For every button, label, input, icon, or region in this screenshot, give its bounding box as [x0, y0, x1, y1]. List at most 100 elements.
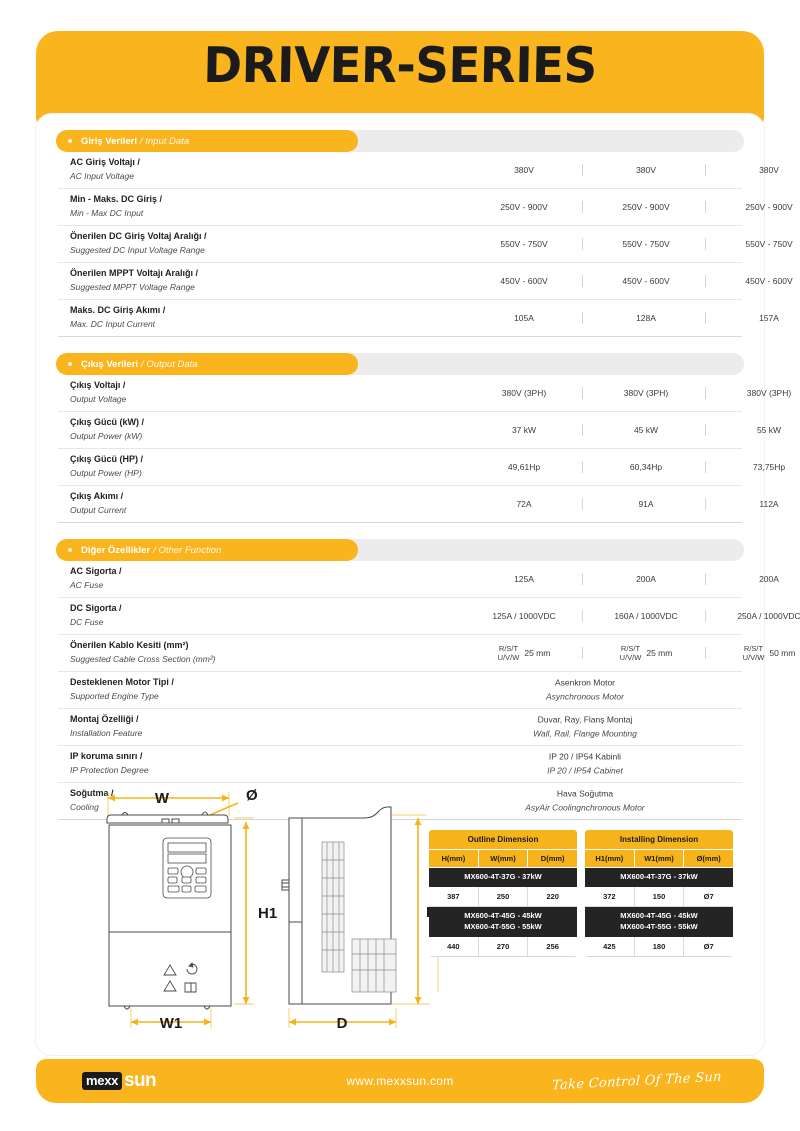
label-tr: Çıkış Gücü (kW) /: [70, 417, 145, 428]
spec-card: Giriş Verileri / Input Data AC Giriş Volta…: [36, 114, 800, 1055]
dimension-table-header: H(mm) W(mm) D(mm): [429, 850, 577, 868]
warning-icons: [163, 962, 198, 993]
cell-value: 380V (3PH): [623, 388, 669, 398]
column-separator: [582, 312, 583, 324]
dimension-value: 270: [478, 936, 529, 957]
spec-label: AC Sigorta / AC Fuse: [58, 565, 428, 592]
cell-value: 91A: [638, 499, 654, 509]
bullet-icon: [68, 362, 72, 366]
label-tr: IP koruma sınırı /: [70, 751, 143, 762]
cell-value: 105A: [514, 313, 534, 323]
label-en: Suggested DC Input Voltage Range: [70, 245, 205, 256]
dimension-tables: Outline Dimension H(mm) W(mm) D(mm) MX600-4T…: [429, 830, 734, 957]
column-separator: [705, 461, 706, 473]
label-tr: Çıkış Voltajı /: [70, 380, 126, 391]
column-separator: [582, 387, 583, 399]
spec-label: Desteklenen Motor Tipi / Supported Engine…: [58, 676, 428, 703]
dimension-table-header: H1(mm) W1(mm) Ø(mm): [585, 850, 733, 868]
column-separator: [705, 498, 706, 510]
cell-value: R/S/T U/V/W 50 mm: [711, 643, 800, 663]
spec-row: DC Sigorta / DC Fuse 125A / 1000VDC 160A / …: [58, 598, 800, 635]
label-en: Cooling: [70, 802, 99, 813]
cell-value: 250V - 900V: [500, 202, 548, 212]
cable-size: 25 mm: [646, 648, 673, 659]
cell-value: 160A / 1000VDC: [614, 611, 678, 621]
spec-table: AC Sigorta / AC Fuse 125A 200A 200A DC Sigort…: [58, 561, 800, 820]
model-label: MX600-4T-37G - 37kW: [585, 868, 733, 887]
label-tr: Önerilen MPPT Voltajı Aralığı /: [70, 268, 199, 279]
cable-spec: R/S/T U/V/W 50 mm: [743, 644, 796, 663]
section-header: Çıkış Verileri / Output Data: [56, 353, 744, 375]
label-en: Output Power (HP): [70, 468, 142, 479]
spec-row: Çıkış Voltajı / Output Voltage 380V (3PH) 3…: [58, 375, 791, 412]
dimension-value: 372: [585, 886, 635, 907]
label-en: Output Power (kW): [70, 431, 143, 442]
spec-label: Maks. DC Giriş Akımı / Max. DC Input Curr…: [58, 304, 428, 331]
column-separator: [705, 647, 706, 659]
column-separator: [582, 424, 583, 436]
heatsink-fins-upper: [321, 841, 345, 973]
spec-label: Min - Maks. DC Giriş / Min - Max DC Input: [58, 193, 428, 220]
cell-value: 55 kW: [756, 425, 782, 435]
dimension-arrows: [108, 794, 422, 1026]
spec-label: Önerilen DC Giriş Voltaj Aralığı / Sugges…: [58, 230, 428, 257]
heatsink-fins-lower: [351, 938, 397, 993]
label-tr: Çıkış Akımı /: [70, 491, 124, 502]
cell-value: 450V - 600V: [622, 276, 670, 286]
dimension-value: 425: [585, 936, 635, 957]
value-tr: Asenkron Motor: [555, 677, 615, 688]
drawing-svg: W Ø H1 W1 D H: [106, 787, 439, 1032]
column-separator: [705, 387, 706, 399]
cell-value: 550V - 750V: [745, 239, 793, 249]
value-en: Asynchronous Motor: [546, 691, 624, 701]
spec-label: Önerilen MPPT Voltajı Aralığı / Suggested…: [58, 267, 428, 294]
spec-sections: Giriş Verileri / Input Data AC Giriş Volta…: [36, 114, 800, 820]
cell-value: 550V - 750V: [500, 239, 548, 249]
spec-row: Önerilen MPPT Voltajı Aralığı / Suggested…: [58, 263, 793, 300]
spec-label: AC Giriş Voltajı / AC Input Voltage: [58, 156, 428, 183]
cell-value: 125A: [514, 574, 534, 584]
column-separator: [582, 610, 583, 622]
spec-row: Soğutma / Cooling Hava Soğutma AsyAir Cooli…: [58, 783, 742, 820]
value-en: IP 20 / IP54 Cabinet: [547, 765, 623, 775]
keypad: [162, 837, 212, 899]
label-en: AC Fuse: [70, 580, 104, 591]
cell-value: 550V - 750V: [622, 239, 670, 249]
section-title-tr: Giriş Verileri: [81, 135, 137, 147]
logo-word: sun: [124, 1070, 157, 1091]
technical-drawing: W Ø H1 W1 D H: [86, 782, 446, 1047]
model-name: MX600-4T-37G - 37kW: [620, 872, 698, 881]
value-columns: IP 20 / IP54 Kabinli IP 20 / IP54 Cabinet: [428, 746, 742, 782]
value-columns: 49,61Hp 60,34Hp 73,75Hp: [428, 449, 785, 485]
footer-website[interactable]: www.mexxsun.com: [346, 1074, 454, 1088]
phase-bottom: U/V/W: [497, 653, 520, 663]
cell-value: 250A / 1000VDC: [737, 611, 800, 621]
spec-row: IP koruma sınırı / IP Protection Degree IP…: [58, 746, 742, 783]
phase-bottom: U/V/W: [619, 653, 642, 663]
cable-spec: R/S/T U/V/W 25 mm: [620, 644, 673, 663]
spec-label: Önerilen Kablo Kesiti (mm²) Suggested Cab…: [58, 639, 428, 666]
label-en: Min - Max DC Input: [70, 208, 144, 219]
value-columns: 250V - 900V 250V - 900V 250V - 900V: [428, 189, 793, 225]
spec-row: Montaj Özelliği / Installation Feature Duv…: [58, 709, 742, 746]
value-tr: Duvar, Ray, Flanş Montaj: [537, 714, 633, 725]
section-pill: Giriş Verileri / Input Data: [56, 130, 358, 152]
spec-label: Çıkış Gücü (HP) / Output Power (HP): [58, 453, 428, 480]
value-columns: 125A 200A 200A: [428, 561, 779, 597]
dimension-value: 440: [429, 936, 479, 957]
column-separator: [582, 164, 583, 176]
spec-label: Montaj Özelliği / Installation Feature: [58, 713, 428, 740]
cell-value: 380V: [636, 165, 656, 175]
model-name: MX600-4T-55G - 55kW: [620, 921, 698, 931]
model-name: MX600-4T-45G - 45kW: [620, 910, 698, 920]
logo-mark: mexx: [82, 1072, 123, 1090]
cell-value: 450V - 600V: [745, 276, 793, 286]
spec-label: DC Sigorta / DC Fuse: [58, 602, 428, 629]
value-tr: IP 20 / IP54 Kabinli: [548, 751, 622, 762]
cell-value: 200A: [759, 574, 779, 584]
label-en: AC Input Voltage: [70, 171, 134, 182]
value-columns: 125A / 1000VDC 160A / 1000VDC 250A / 1000V…: [428, 598, 800, 634]
spec-table: Çıkış Voltajı / Output Voltage 380V (3PH) 3…: [58, 375, 791, 523]
cell-value: 250V - 900V: [622, 202, 670, 212]
dimension-column-header: D(mm): [540, 854, 565, 863]
